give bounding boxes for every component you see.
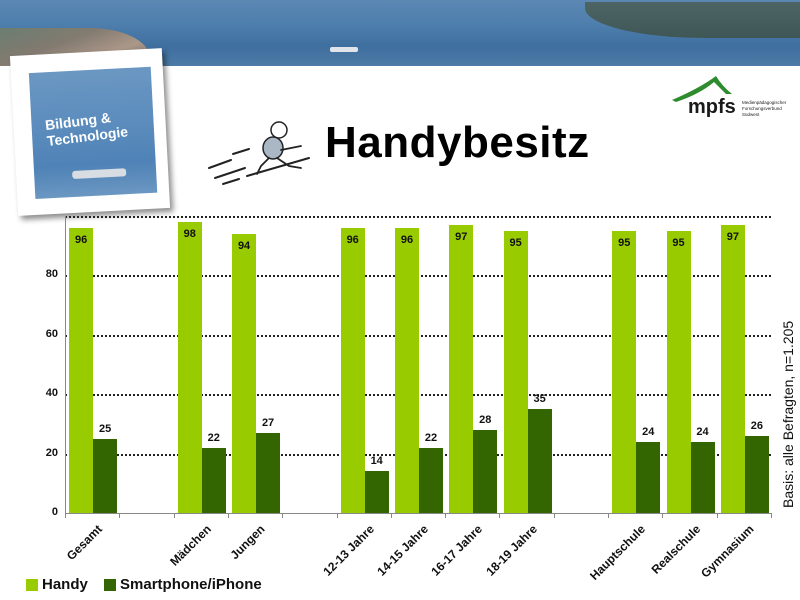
mpfs-roof-icon	[672, 76, 732, 102]
y-tick-label: 20	[45, 446, 58, 459]
bar-handy	[666, 230, 691, 513]
bar-handy	[232, 233, 257, 513]
x-tick	[716, 513, 718, 518]
y-axis	[65, 216, 66, 514]
x-tick	[499, 513, 501, 518]
x-tick	[553, 513, 555, 518]
value-label: 96	[346, 233, 359, 246]
x-tick	[173, 513, 175, 518]
value-label: 25	[99, 422, 112, 435]
chart-legend: Handy Smartphone/iPhone	[26, 576, 274, 595]
x-tick	[662, 513, 664, 518]
x-axis-label: 18-19 Jahre	[482, 522, 540, 579]
bar-smartphone	[636, 441, 661, 513]
bar-smartphone	[473, 429, 498, 513]
mpfs-logo: mpfs Medienpädagogischer Forschungsverbu…	[670, 74, 798, 126]
bar-handy	[503, 230, 528, 513]
bar-handy	[177, 221, 202, 513]
logo-subtext: Medienpädagogischer Forschungsverbund Sü…	[742, 100, 787, 117]
bar-handy	[720, 224, 745, 513]
bar-handy	[449, 224, 474, 513]
value-label: 22	[207, 431, 220, 444]
bar-smartphone	[744, 435, 769, 513]
bar-smartphone	[93, 438, 118, 513]
x-tick	[608, 513, 610, 518]
value-label: 26	[750, 419, 763, 432]
value-label: 97	[726, 230, 739, 243]
bar-smartphone	[527, 409, 552, 513]
legend-item-smartphone: Smartphone/iPhone	[104, 576, 262, 593]
legend-swatch-handy	[26, 578, 38, 591]
y-tick-label: 40	[45, 387, 58, 400]
value-label: 28	[479, 413, 492, 426]
x-tick	[445, 513, 447, 518]
value-label: 94	[237, 239, 251, 252]
value-label: 24	[696, 425, 709, 438]
x-axis-label: Hauptschule	[587, 522, 649, 583]
x-axis	[65, 513, 771, 514]
x-axis-label: 14-15 Jahre	[374, 522, 431, 579]
value-label: 95	[509, 236, 522, 249]
x-tick	[390, 513, 392, 518]
x-axis-label: Mädchen	[167, 522, 214, 569]
x-axis-label: 12-13 Jahre	[320, 522, 377, 579]
value-label: 98	[183, 227, 196, 240]
x-axis-label: Gesamt	[64, 522, 106, 564]
bar-smartphone	[690, 441, 715, 513]
banner-boat	[330, 47, 358, 52]
value-label: 27	[261, 416, 275, 429]
y-tick-label: 0	[51, 506, 58, 518]
x-tick	[227, 513, 229, 518]
value-label: 95	[672, 236, 685, 249]
x-axis-label: Realschule	[648, 522, 703, 577]
value-label: 22	[424, 431, 438, 444]
x-tick	[119, 513, 121, 518]
x-tick	[65, 513, 66, 518]
running-figure-icon	[208, 121, 310, 185]
bar-handy	[69, 227, 94, 513]
value-label: 96	[75, 233, 88, 246]
bar-smartphone	[201, 447, 226, 513]
value-label: 96	[400, 233, 414, 246]
legend-swatch-smartphone	[104, 578, 117, 591]
value-label: 24	[642, 425, 655, 438]
bar-handy	[612, 230, 637, 513]
page-title: Handybesitz	[325, 118, 590, 167]
bar-smartphone	[256, 432, 281, 513]
bar-smartphone	[419, 447, 443, 513]
value-label: 35	[533, 393, 546, 406]
y-tick-label: 80	[45, 268, 58, 281]
x-axis-label: Gymnasium	[697, 522, 757, 581]
legend-item-handy: Handy	[26, 576, 88, 593]
value-label: 14	[370, 455, 383, 468]
x-axis-label: Jungen	[227, 522, 268, 563]
bar-smartphone	[364, 471, 389, 513]
logo-wordmark: mpfs	[688, 96, 736, 118]
gridline	[65, 216, 771, 218]
x-tick	[282, 513, 284, 518]
value-label: 95	[618, 236, 631, 249]
basis-footnote: Basis: alle Befragten, n=1.205	[780, 320, 796, 508]
x-tick	[336, 513, 338, 518]
value-label: 97	[455, 230, 468, 243]
bar-handy	[395, 227, 419, 513]
x-tick	[771, 513, 772, 518]
x-axis-label: 16-17 Jahre	[428, 522, 486, 579]
bar-handy	[340, 227, 365, 513]
y-tick-label: 60	[45, 327, 58, 340]
